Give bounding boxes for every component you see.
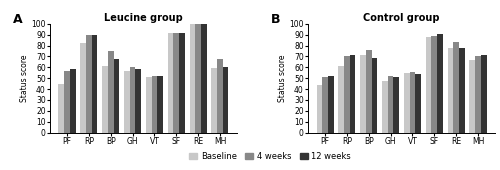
- Y-axis label: Status score: Status score: [278, 54, 286, 102]
- Bar: [152, 76, 158, 133]
- Bar: [124, 71, 130, 133]
- Bar: [217, 59, 223, 133]
- Bar: [64, 71, 70, 133]
- Bar: [360, 55, 366, 133]
- Bar: [58, 84, 64, 133]
- Title: Control group: Control group: [364, 13, 440, 23]
- Bar: [448, 48, 454, 133]
- Bar: [316, 85, 322, 133]
- Bar: [136, 70, 141, 133]
- Y-axis label: Status score: Status score: [20, 54, 28, 102]
- Bar: [410, 72, 416, 133]
- Bar: [338, 66, 344, 133]
- Bar: [168, 32, 173, 133]
- Bar: [481, 55, 486, 133]
- Bar: [366, 50, 372, 133]
- Bar: [394, 77, 399, 133]
- Title: Leucine group: Leucine group: [104, 13, 183, 23]
- Text: A: A: [12, 13, 22, 26]
- Bar: [190, 24, 196, 133]
- Bar: [372, 57, 378, 133]
- Bar: [102, 66, 108, 133]
- Bar: [475, 56, 481, 133]
- Bar: [223, 67, 228, 133]
- Bar: [158, 76, 163, 133]
- Bar: [196, 24, 201, 133]
- Bar: [404, 73, 409, 133]
- Bar: [70, 70, 75, 133]
- Bar: [174, 32, 179, 133]
- Bar: [86, 35, 92, 133]
- Bar: [470, 60, 475, 133]
- Bar: [322, 77, 328, 133]
- Bar: [382, 81, 388, 133]
- Bar: [179, 32, 185, 133]
- Bar: [350, 55, 356, 133]
- Bar: [80, 43, 86, 133]
- Bar: [426, 37, 432, 133]
- Bar: [328, 76, 334, 133]
- Bar: [344, 56, 350, 133]
- Bar: [146, 77, 152, 133]
- Bar: [437, 34, 443, 133]
- Bar: [388, 76, 394, 133]
- Bar: [212, 68, 217, 133]
- Bar: [201, 24, 206, 133]
- Bar: [108, 51, 114, 133]
- Text: B: B: [270, 13, 280, 26]
- Bar: [416, 74, 421, 133]
- Bar: [92, 35, 98, 133]
- Bar: [459, 48, 464, 133]
- Bar: [454, 42, 459, 133]
- Bar: [114, 59, 119, 133]
- Bar: [130, 67, 136, 133]
- Bar: [432, 36, 437, 133]
- Legend: Baseline, 4 weeks, 12 weeks: Baseline, 4 weeks, 12 weeks: [186, 148, 354, 164]
